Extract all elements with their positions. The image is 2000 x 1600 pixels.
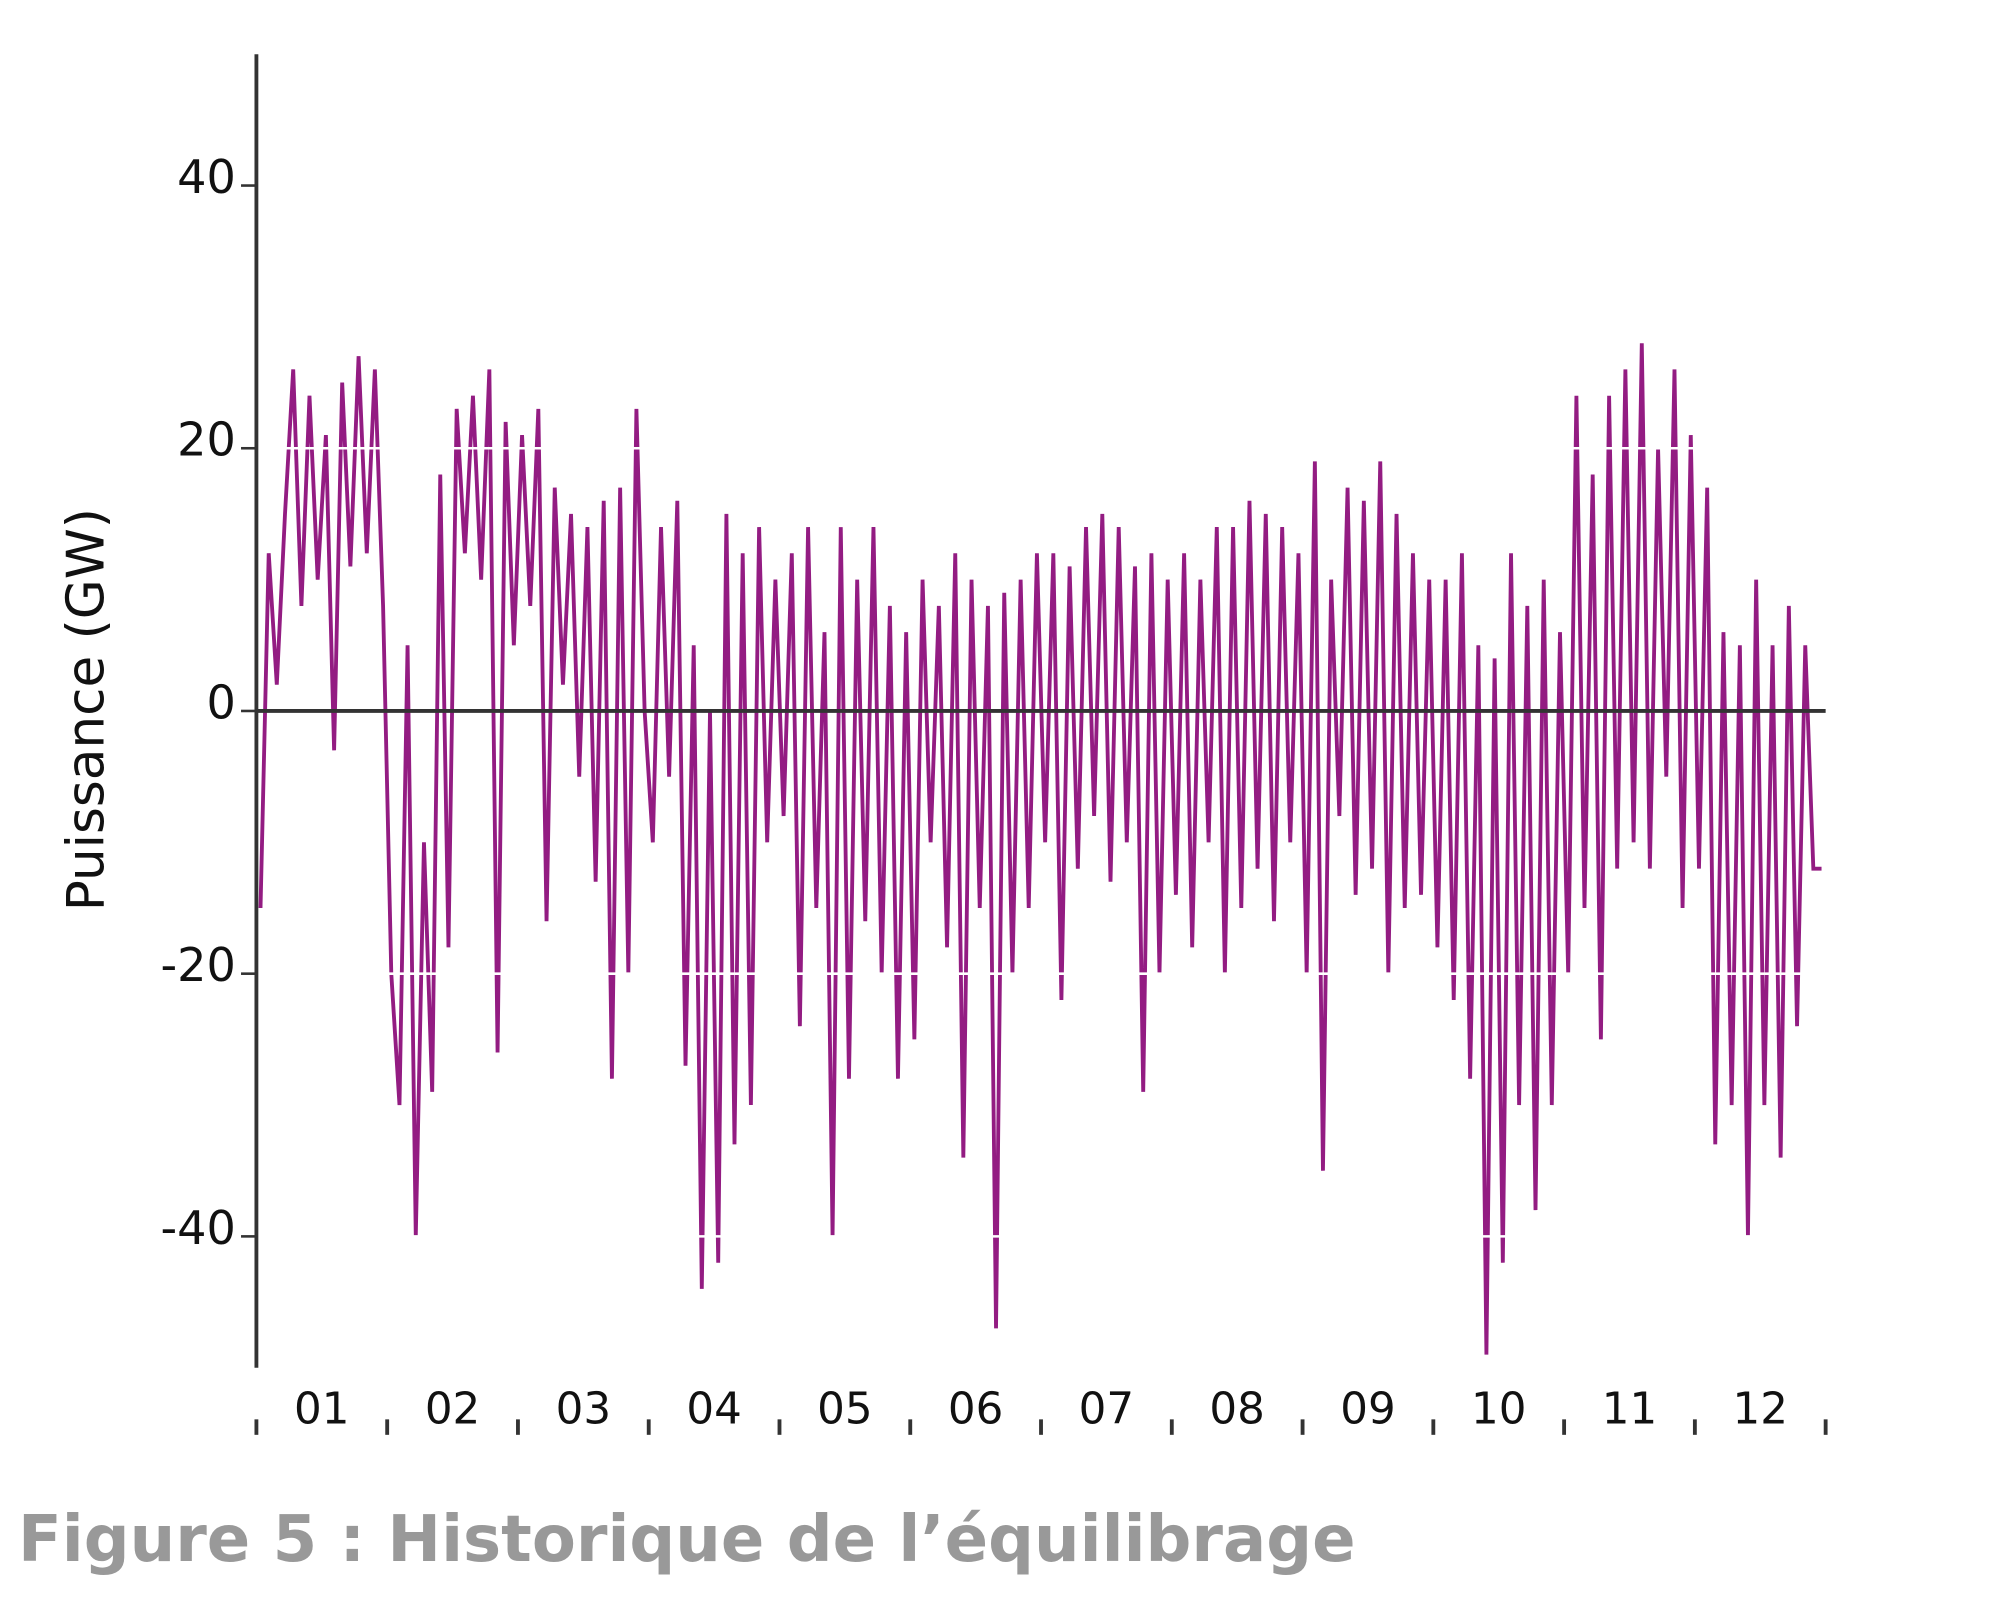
x-tick-label: 09 [1340, 1384, 1395, 1435]
x-tick-label: 06 [948, 1384, 1003, 1435]
y-tick-label: -40 [161, 1201, 236, 1255]
chart-title: Figure 5 : Historique de l’équilibrage [18, 1502, 1356, 1577]
y-tick-label: 20 [177, 412, 236, 466]
x-tick-label: 01 [294, 1384, 349, 1435]
x-tick-label: 07 [1079, 1384, 1134, 1435]
x-tick-label: 03 [556, 1384, 611, 1435]
x-tick-label: 11 [1602, 1384, 1657, 1435]
x-tick-label: 12 [1733, 1384, 1788, 1435]
y-tick-label: 0 [207, 675, 236, 729]
y-axis-label: Puissance (GW) [57, 508, 117, 911]
y-tick-label: 40 [177, 150, 236, 204]
x-tick-label: 04 [686, 1384, 741, 1435]
x-tick-label: 05 [817, 1384, 872, 1435]
data-line [258, 343, 1822, 1355]
y-tick-label: -20 [161, 938, 236, 992]
x-tick-label: 02 [425, 1384, 480, 1435]
x-tick-label: 10 [1471, 1384, 1526, 1435]
x-tick-label: 08 [1209, 1384, 1264, 1435]
